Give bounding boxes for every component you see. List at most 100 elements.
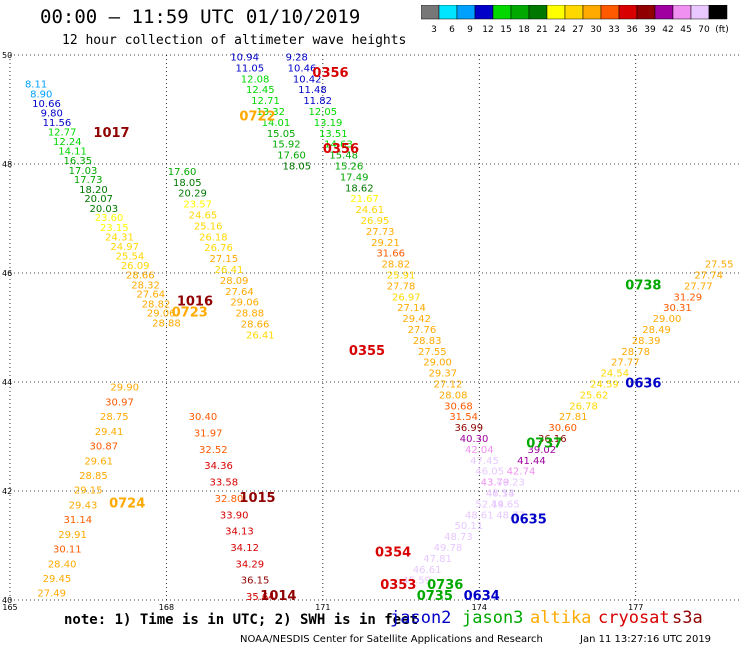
swh-data-point: 34.12: [230, 543, 259, 554]
swh-data-point: 12.71: [251, 96, 280, 107]
pass-time-label: 0738: [625, 278, 661, 293]
swh-data-point: 24.31: [105, 232, 134, 243]
swh-data-point: 41.44: [517, 456, 546, 467]
pass-time-label: 0723: [172, 306, 208, 321]
swh-data-point: 28.82: [142, 299, 171, 310]
colorbar-label: (ft): [715, 25, 729, 35]
swh-data-point: 28.08: [439, 390, 468, 401]
swh-data-point: 17.60: [168, 167, 197, 178]
swh-data-point: 23.15: [100, 223, 129, 234]
legend-entry-s3a: s3a: [672, 608, 703, 628]
pass-time-label: 0355: [349, 344, 385, 359]
swh-data-point: 28.78: [621, 347, 650, 358]
swh-data-point: 10.66: [32, 99, 61, 110]
y-tick-label: 40: [2, 596, 12, 605]
swh-data-point: 29.37: [428, 369, 457, 380]
colorbar-label: 12: [482, 25, 493, 35]
swh-data-point: 27.14: [397, 303, 426, 314]
legend-entry-jason3: jason3: [462, 608, 524, 628]
x-tick-label: 168: [159, 603, 174, 612]
swh-data-point: 26.18: [199, 232, 228, 243]
swh-data-point: 23.57: [183, 200, 212, 211]
swh-data-point: 17.60: [277, 151, 306, 162]
legend-entry-cryosat: cryosat: [598, 608, 670, 628]
swh-data-point: 30.60: [548, 423, 577, 434]
swh-data-point: 29.45: [43, 574, 72, 585]
swh-data-point: 15.05: [267, 129, 296, 140]
swh-data-point: 15.26: [335, 161, 364, 172]
swh-data-point: 26.41: [215, 265, 244, 276]
swh-data-point: 27.15: [209, 254, 238, 265]
swh-data-point: 33.90: [220, 510, 249, 521]
swh-data-point: 13.19: [314, 118, 343, 129]
swh-data-point: 29.00: [423, 358, 452, 369]
swh-data-point: 12.77: [48, 128, 77, 139]
y-tick-label: 42: [2, 487, 12, 496]
swh-data-point: 9.80: [41, 109, 63, 120]
swh-data-point: 13.51: [319, 129, 348, 140]
colorbar-label: 3: [431, 25, 437, 35]
legend-entry-altika: altika: [530, 608, 592, 628]
swh-data-point: 29.21: [371, 238, 400, 249]
swh-data-point: 27.76: [408, 325, 437, 336]
color-scale-legend: 3 6 9 12 15 18 21 24 27 30 33 36 39 42 45 70 (ft): [421, 5, 729, 35]
swh-data-point: 27.81: [559, 412, 588, 423]
swh-data-point: 33.58: [209, 478, 238, 489]
swh-data-point: 24.54: [601, 369, 630, 380]
swh-data-point: 26.76: [204, 243, 233, 254]
colorbar-label: 33: [608, 25, 619, 35]
pass-time-label: 0634: [464, 589, 500, 604]
swh-data-point: 26.41: [246, 330, 275, 341]
swh-data-point: 17.73: [74, 175, 103, 186]
swh-data-point: 27.64: [225, 287, 254, 298]
swh-data-point: 26.78: [569, 401, 598, 412]
swh-data-point: 14.63: [324, 140, 353, 151]
wave-height-map: 165 168 171 174 177 50 48 46 44 42 40 8.118.9010.66…: [2, 51, 740, 612]
swh-data-point: 20.29: [178, 189, 207, 200]
swh-data-point: 30.68: [444, 401, 473, 412]
swh-data-point: 45.59: [402, 576, 431, 587]
swh-data-point: 27.49: [37, 589, 66, 600]
swh-data-point: 36.99: [455, 423, 484, 434]
page-title: 00:00 – 11:59 UTC 01/10/2019: [40, 6, 361, 28]
footer-note: note: 1) Time is in UTC; 2) SWH is in fe…: [64, 612, 419, 628]
swh-data-point: 25.16: [194, 221, 223, 232]
colorbar-label: 42: [662, 25, 673, 35]
swh-data-point: 31.97: [194, 429, 223, 440]
swh-data-point: 27.55: [418, 347, 447, 358]
swh-data-point: 15.48: [329, 151, 358, 162]
swh-data-point: 28.88: [236, 309, 265, 320]
swh-data-point: 27.74: [694, 270, 723, 281]
swh-data-point: 39.02: [528, 445, 557, 456]
swh-data-point: 11.56: [43, 118, 72, 129]
colorbar-label: 36: [626, 25, 638, 35]
swh-data-point: 28.49: [642, 325, 671, 336]
pass-time-label: 0737: [526, 436, 562, 451]
pass-time-label: 1014: [260, 589, 296, 604]
swh-data-point: 43.79: [481, 478, 510, 489]
pass-time-label: 1016: [177, 295, 213, 310]
swh-data-point: 28.75: [100, 412, 129, 423]
swh-data-point: 8.11: [25, 80, 47, 91]
swh-data-point: 28.82: [382, 260, 411, 271]
swh-data-point: 18.20: [79, 185, 108, 196]
swh-data-point: 34.29: [236, 559, 265, 570]
pass-time-label: 0356: [323, 142, 359, 157]
swh-data-point: 27.64: [136, 290, 165, 301]
swh-data-point: 46.05: [475, 467, 504, 478]
swh-data-point: 18.62: [345, 183, 374, 194]
swh-data-point: 31.29: [674, 292, 703, 303]
swh-data-point: 28.85: [79, 471, 108, 482]
x-tick-label: 174: [472, 603, 487, 612]
swh-data-point: 10.94: [230, 52, 259, 63]
swh-data-point: 28.32: [131, 280, 160, 291]
y-tick-label: 50: [2, 51, 12, 60]
swh-data-point: 29.15: [74, 486, 103, 497]
swh-data-point: 28.09: [220, 276, 249, 287]
swh-data-point: 16.35: [63, 156, 92, 167]
swh-data-point: 29.06: [147, 309, 176, 320]
colorbar-label: 6: [449, 25, 455, 35]
pass-time-label: 0356: [312, 66, 348, 81]
y-tick-label: 48: [2, 160, 12, 169]
swh-data-point: 32.80: [215, 494, 244, 505]
